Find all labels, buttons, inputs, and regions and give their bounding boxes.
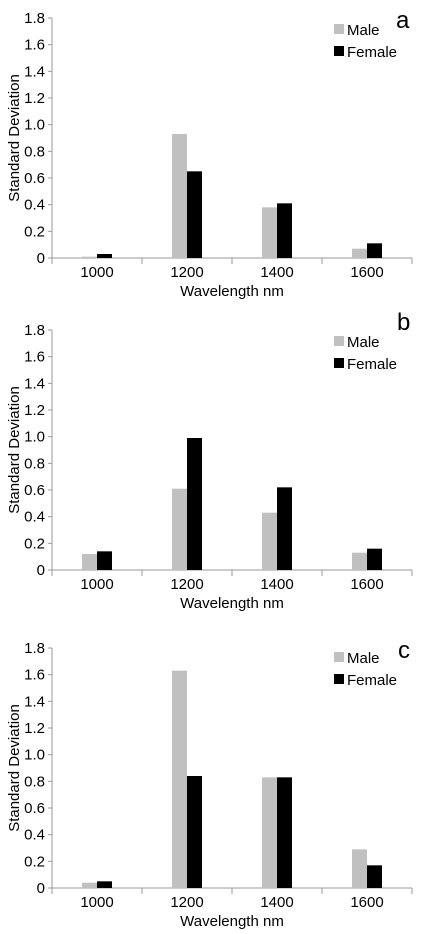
x-tick-label: 1600	[350, 264, 383, 281]
y-tick-label: 0.8	[24, 773, 45, 790]
legend-swatch-female	[334, 46, 344, 56]
y-tick-label: 1.2	[24, 402, 45, 419]
bar-male-1200	[172, 488, 187, 570]
legend-label-female: Female	[347, 356, 397, 373]
bar-female-1400	[277, 203, 292, 258]
y-tick-label: 1.4	[24, 63, 45, 80]
x-tick-label: 1000	[80, 264, 113, 281]
x-tick-label: 1400	[260, 894, 293, 911]
y-tick-label: 1.6	[24, 349, 45, 366]
legend-label-female: Female	[347, 672, 397, 689]
chart-panel-a: 0 0.2 0.4 0.6 0.8 1.0 1.2 1.4 1.6 1.8 1000 1200 1400…	[6, 7, 413, 300]
y-axis-label: Standard Deviation	[6, 704, 23, 832]
x-tick-label: 1400	[260, 576, 293, 593]
bar-female-1200	[187, 171, 202, 258]
y-tick-label: 1.4	[24, 375, 45, 392]
bar-female-1600	[367, 243, 382, 258]
legend: Male Female	[334, 22, 397, 61]
y-tick-label: 0.2	[24, 223, 45, 240]
y-tick-label: 1.0	[24, 117, 45, 134]
bar-male-1600	[352, 552, 367, 570]
y-tick-label: 1.6	[24, 37, 45, 54]
panel-letter: b	[397, 309, 410, 336]
y-axis-label: Standard Deviation	[6, 386, 23, 514]
y-tick-label: 0	[37, 562, 45, 579]
y-tick-label: 0.6	[24, 800, 45, 817]
y-tick-label: 0.2	[24, 853, 45, 870]
legend-label-male: Male	[347, 334, 380, 351]
bar-female-1600	[367, 548, 382, 570]
bar-female-1200	[187, 776, 202, 888]
y-tick-label: 1.0	[24, 747, 45, 764]
bar-male-1200	[172, 670, 187, 888]
y-tick-label: 0	[37, 250, 45, 267]
panel-letter: c	[398, 637, 410, 664]
x-tick-label: 1600	[350, 576, 383, 593]
legend: Male Female	[334, 650, 397, 689]
bar-female-1400	[277, 777, 292, 888]
bar-female-1000	[97, 881, 112, 888]
legend-label-male: Male	[347, 22, 380, 39]
bar-male-1400	[262, 512, 277, 570]
x-axis-label: Wavelength nm	[180, 283, 284, 300]
y-tick-label: 0.8	[24, 455, 45, 472]
bar-male-1200	[172, 134, 187, 258]
legend-swatch-male	[334, 336, 344, 346]
y-tick-label: 1.2	[24, 720, 45, 737]
chart-panel-c: 0 0.2 0.4 0.6 0.8 1.0 1.2 1.4 1.6 1.8 1000 1200 1400…	[6, 637, 413, 930]
legend-label-female: Female	[347, 44, 397, 61]
bar-female-1400	[277, 487, 292, 570]
y-tick-label: 1.2	[24, 90, 45, 107]
x-tick-label: 1200	[170, 264, 203, 281]
legend-swatch-male	[334, 24, 344, 34]
x-axis-label: Wavelength nm	[180, 913, 284, 930]
x-tick-label: 1400	[260, 264, 293, 281]
legend-swatch-female	[334, 674, 344, 684]
bar-female-1000	[97, 551, 112, 570]
panel-letter: a	[396, 7, 410, 34]
x-tick-label: 1200	[170, 894, 203, 911]
y-tick-label: 0.4	[24, 827, 45, 844]
x-axis-label: Wavelength nm	[180, 595, 284, 612]
chart-panel-b: 0 0.2 0.4 0.6 0.8 1.0 1.2 1.4 1.6 1.8 1000 1200 1400…	[6, 309, 413, 612]
bar-male-1000	[82, 554, 97, 570]
y-tick-label: 0	[37, 880, 45, 897]
legend: Male Female	[334, 334, 397, 373]
y-tick-label: 1.4	[24, 693, 45, 710]
y-axis-label: Standard Deviation	[6, 74, 23, 202]
bar-female-1200	[187, 438, 202, 570]
y-tick-label: 1.0	[24, 429, 45, 446]
bar-male-1600	[352, 849, 367, 888]
x-tick-label: 1200	[170, 576, 203, 593]
y-tick-label: 0.4	[24, 509, 45, 526]
legend-label-male: Male	[347, 650, 380, 667]
legend-swatch-female	[334, 358, 344, 368]
y-tick-label: 0.6	[24, 170, 45, 187]
x-tick-label: 1600	[350, 894, 383, 911]
x-tick-label: 1000	[80, 894, 113, 911]
y-tick-label: 0.8	[24, 143, 45, 160]
y-tick-label: 0.4	[24, 197, 45, 214]
bar-male-1400	[262, 207, 277, 258]
y-tick-label: 0.6	[24, 482, 45, 499]
y-tick-label: 1.6	[24, 667, 45, 684]
bar-male-1000	[82, 882, 97, 888]
y-tick-label: 1.8	[24, 10, 45, 27]
bar-female-1000	[97, 254, 112, 258]
bar-male-1600	[352, 248, 367, 258]
y-tick-label: 1.8	[24, 640, 45, 657]
y-tick-label: 1.8	[24, 322, 45, 339]
legend-swatch-male	[334, 652, 344, 662]
bar-male-1000	[82, 256, 97, 258]
x-tick-label: 1000	[80, 576, 113, 593]
y-tick-label: 0.2	[24, 535, 45, 552]
bar-male-1400	[262, 777, 277, 888]
bar-female-1600	[367, 865, 382, 888]
